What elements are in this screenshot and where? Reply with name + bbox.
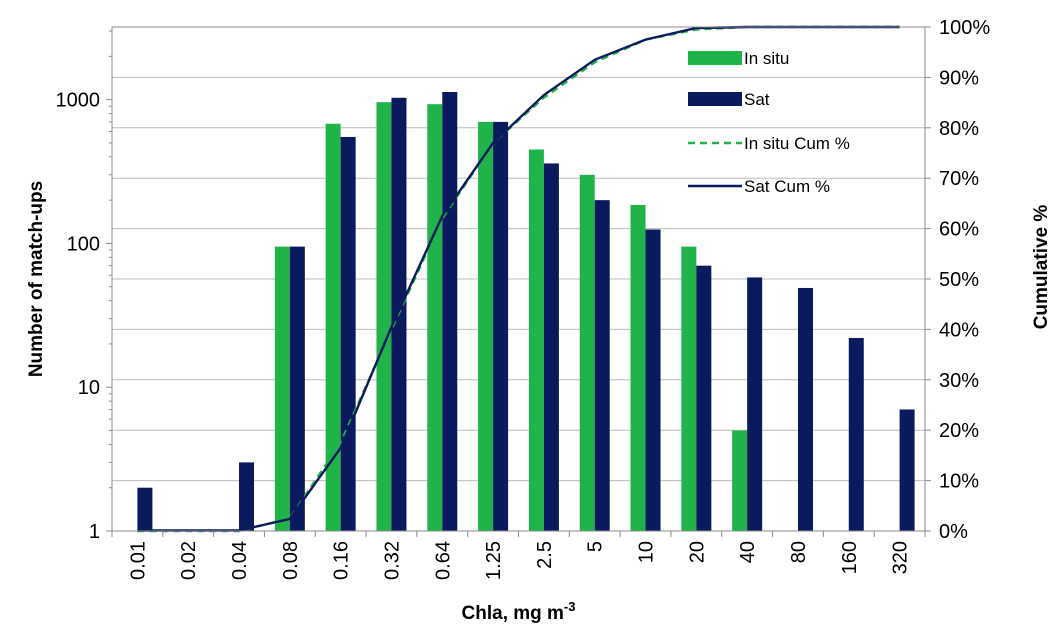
bar-in-situ-0.08: [274, 246, 290, 532]
y2-tick-label-2: 20%: [939, 420, 979, 442]
x-tick-label-80: 80: [788, 541, 810, 563]
y2-tick-label-7: 70%: [939, 168, 979, 190]
x-axis-title-superscript: -3: [564, 599, 576, 614]
bar-in-situ-0.16: [325, 123, 341, 531]
bar-sat-5: [594, 200, 610, 531]
x-tick-label-320: 320: [890, 541, 912, 574]
y2-tick-label-1: 10%: [939, 471, 979, 493]
legend-label-in-situ: In situ: [744, 49, 789, 68]
axes: 1 10 100 1000 0% 10% 20% 30% 40% 50% 60% 70% 80% 90% 1…: [56, 17, 991, 580]
bar-sat-10: [645, 229, 661, 532]
y-tick-label-2: 100: [67, 233, 100, 255]
bar-in-situ-0.32: [376, 102, 392, 532]
bar-sat-1.25: [493, 121, 509, 531]
bar-in-situ-2.5: [528, 149, 544, 531]
x-tick-label-160: 160: [839, 541, 861, 574]
x-tick-label-40: 40: [737, 541, 759, 563]
legend-swatch-in-situ: [688, 51, 742, 65]
bar-sat-160: [848, 337, 864, 531]
bar-sat-0.64: [442, 92, 458, 531]
y2-tick-label-0: 0%: [939, 521, 968, 543]
bar-sat-0.04: [239, 462, 255, 531]
x-tick-label-20: 20: [686, 541, 708, 563]
y2-tick-label-5: 50%: [939, 269, 979, 291]
bar-in-situ-40: [732, 430, 748, 531]
y-tick-label-3: 1000: [56, 90, 101, 112]
y2-tick-label-8: 80%: [939, 118, 979, 140]
y2-tick-label-3: 30%: [939, 370, 979, 392]
x-axis-title-main: Chla, mg m: [462, 603, 564, 624]
x-tick-label-0.08: 0.08: [280, 541, 302, 580]
bars: [137, 92, 915, 532]
x-tick-label-0.16: 0.16: [331, 541, 353, 580]
bar-in-situ-10: [630, 205, 646, 531]
bar-sat-2.5: [543, 163, 559, 531]
y2-tick-label-10: 100%: [939, 17, 990, 39]
bar-sat-40: [747, 277, 763, 531]
y-tick-label-1: 10: [78, 377, 100, 399]
x-tick-label-0.01: 0.01: [127, 541, 149, 580]
bar-sat-0.08: [289, 246, 305, 532]
y-tick-label-0: 1: [89, 521, 100, 543]
x-tick-label-2.5: 2.5: [534, 541, 556, 569]
y2-axis-title: Cumulative %: [1031, 205, 1048, 330]
bar-in-situ-1.25: [478, 121, 494, 531]
x-tick-label-0.04: 0.04: [229, 541, 251, 580]
bar-sat-320: [899, 409, 915, 531]
x-tick-label-1.25: 1.25: [483, 541, 505, 580]
bar-sat-20: [696, 265, 712, 531]
bar-in-situ-20: [681, 246, 697, 532]
x-tick-label-0.02: 0.02: [178, 541, 200, 580]
legend-label-sat: Sat: [744, 90, 770, 109]
y-axis-title: Number of match-ups: [26, 181, 47, 377]
x-tick-label-0.32: 0.32: [382, 541, 404, 580]
x-tick-label-0.64: 0.64: [432, 541, 454, 580]
x-axis-title: Chla, mg m-3: [462, 599, 576, 624]
legend-label-in-situ-cum: In situ Cum %: [744, 134, 850, 153]
bar-sat-80: [797, 287, 813, 531]
legend: In situ Sat In situ Cum % Sat Cum %: [688, 49, 850, 196]
y2-tick-label-9: 90%: [939, 67, 979, 89]
bar-in-situ-5: [579, 174, 595, 531]
x-tick-label-10: 10: [636, 541, 658, 563]
bar-sat-0.01: [137, 487, 153, 531]
y2-tick-label-4: 40%: [939, 319, 979, 341]
bar-in-situ-0.64: [427, 104, 443, 531]
y2-tick-label-6: 60%: [939, 219, 979, 241]
legend-swatch-sat: [688, 92, 742, 106]
bar-sat-0.16: [340, 136, 356, 531]
legend-label-sat-cum: Sat Cum %: [744, 177, 830, 196]
x-tick-label-5: 5: [585, 541, 607, 552]
